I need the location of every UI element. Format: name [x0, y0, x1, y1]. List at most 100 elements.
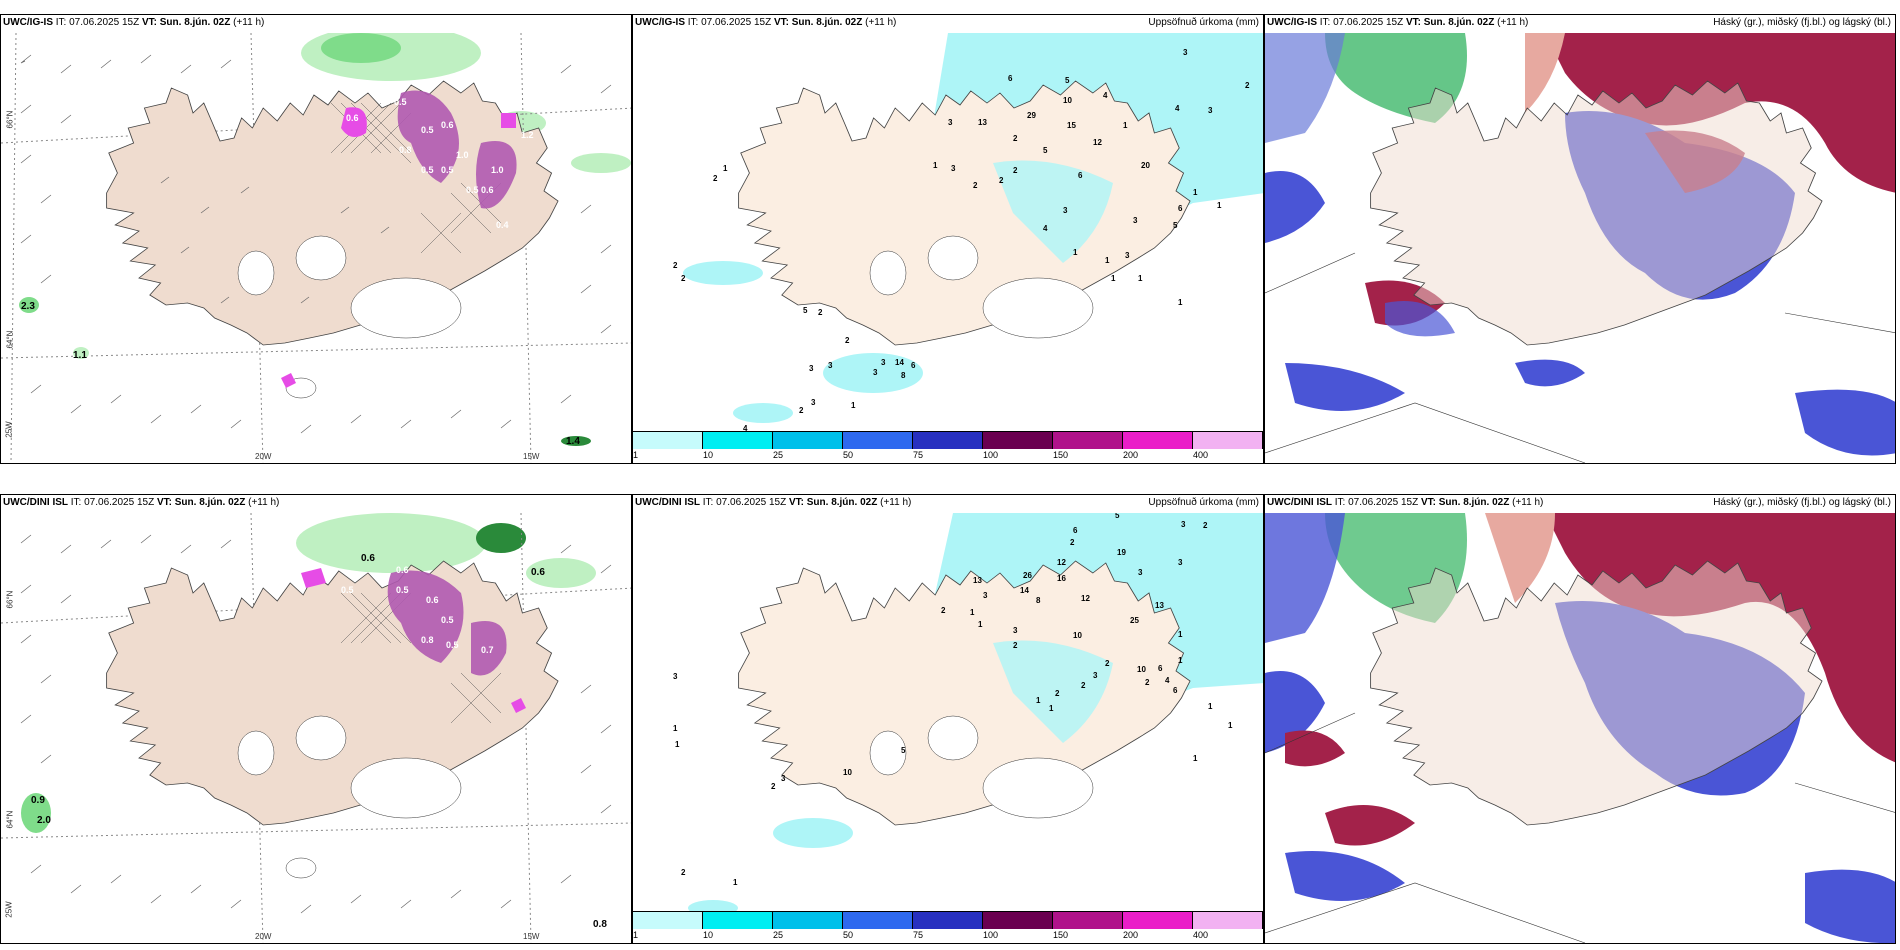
- colorbar-swatch: [1053, 431, 1123, 449]
- precip-label: 0.4: [496, 220, 509, 230]
- vt-label: VT:: [1420, 497, 1436, 508]
- panel-title: Uppsöfnuð úrkoma (mm): [1148, 497, 1259, 508]
- precip-label: 1: [1208, 702, 1213, 711]
- precip-label: 2: [941, 606, 946, 615]
- precip-label: 6: [1158, 664, 1163, 673]
- colorbar-tick: 50: [843, 930, 854, 940]
- it-value: 07.06.2025 15Z: [716, 497, 787, 508]
- precip-label: 3: [1013, 626, 1018, 635]
- lon-label: 15W: [523, 932, 540, 941]
- precip-label: 10: [1073, 631, 1082, 640]
- precip-label: 2: [845, 336, 850, 345]
- precip-label: 3: [673, 672, 678, 681]
- precip-label: 6: [1173, 686, 1178, 695]
- colorbar-swatch: [703, 911, 773, 929]
- precip-label: 2.0: [37, 815, 51, 826]
- it-label: IT:: [70, 497, 82, 508]
- lon-label: 20W: [255, 452, 272, 461]
- colorbar-swatch: [843, 431, 913, 449]
- model-name: UWC/DINI ISL: [1267, 497, 1332, 508]
- it-value: 07.06.2025 15Z: [69, 17, 140, 28]
- precip-label: 12: [1093, 138, 1102, 147]
- precip-label: 2: [681, 868, 686, 877]
- precip-label: 1: [1228, 721, 1233, 730]
- precip-label: 1: [1036, 696, 1041, 705]
- colorbar-tick: 400: [1193, 930, 1209, 940]
- colorbar-swatch: [913, 431, 983, 449]
- precip-label: 3: [1138, 568, 1143, 577]
- colorbar-swatch: [913, 911, 983, 929]
- precip-label: 5: [1065, 76, 1070, 85]
- colorbar-swatch: [633, 431, 703, 449]
- precip-label: 2: [1145, 678, 1150, 687]
- precip-label: 2: [1013, 166, 1018, 175]
- panel-header: UWC/IG-IS IT: 07.06.2025 15Z VT: Sun. 8.…: [3, 17, 264, 28]
- precip-label: 6: [1008, 74, 1013, 83]
- precip-label: 4: [1175, 104, 1180, 113]
- precip-label: 3: [1178, 558, 1183, 567]
- lon-label: 25W: [4, 901, 14, 918]
- model-name: UWC/IG-IS: [1267, 17, 1317, 28]
- colorbar-swatch: [1193, 911, 1263, 929]
- colorbar-swatch: [1193, 431, 1263, 449]
- precip-label: 1: [1178, 656, 1183, 665]
- panel-header: UWC/DINI ISL IT: 07.06.2025 15Z VT: Sun.…: [1267, 497, 1543, 508]
- lead-time: (+11 h): [865, 17, 897, 28]
- it-value: 07.06.2025 15Z: [1333, 17, 1404, 28]
- colorbar-tick: 100: [983, 930, 999, 940]
- vt-label: VT:: [788, 497, 804, 508]
- precip-label: 8: [901, 371, 906, 380]
- precip-label: 0.5: [441, 615, 454, 625]
- lon-label: 25W: [4, 421, 14, 438]
- colorbar: 1 10 25 50 75 100 150 200 400: [633, 431, 1263, 463]
- vt-label: VT:: [1405, 17, 1421, 28]
- colorbar-swatch: [983, 431, 1053, 449]
- colorbar-tick: 150: [1053, 450, 1069, 460]
- precip-label: 1: [723, 164, 728, 173]
- panel-bottom-left: UWC/DINI ISL IT: 07.06.2025 15Z VT: Sun.…: [0, 494, 632, 944]
- cloud-map: [1265, 33, 1895, 463]
- precip-label: 26: [1023, 571, 1032, 580]
- precip-label: 1: [1111, 274, 1116, 283]
- precip-label: 3: [983, 591, 988, 600]
- precip-label: 1.4: [566, 436, 580, 447]
- lead-time: (+11 h): [1497, 17, 1529, 28]
- precip-label: 0.6: [361, 553, 375, 564]
- model-name: UWC/IG-IS: [3, 17, 53, 28]
- colorbar-tick: 100: [983, 450, 999, 460]
- precip-label: 0.5: [446, 640, 459, 650]
- vt-label: VT:: [156, 497, 172, 508]
- precip-label: 3: [873, 368, 878, 377]
- precip-label: 2: [713, 174, 718, 183]
- colorbar-tick: 1: [633, 450, 639, 460]
- precip-label: 2: [1245, 81, 1250, 90]
- precip-label: 3: [951, 164, 956, 173]
- precip-label: 2: [799, 406, 804, 415]
- precip-label: 0.6: [481, 185, 494, 195]
- precip-label: 10: [1063, 96, 1072, 105]
- precip-label: 6: [1178, 204, 1183, 213]
- precip-label: 6: [911, 361, 916, 370]
- precip-label: 1: [1123, 121, 1128, 130]
- wind-precip-map: 0.5 0.9 1.2 1.0 0.6 0.5 0.6 1.0 0.5 0.5 …: [1, 33, 631, 463]
- colorbar-swatch: [1123, 911, 1193, 929]
- precip-label: 6: [1073, 526, 1078, 535]
- model-name: UWC/IG-IS: [635, 17, 685, 28]
- precip-label: 2: [1013, 641, 1018, 650]
- lead-time: (+11 h): [233, 17, 265, 28]
- precip-label: 1: [1178, 630, 1183, 639]
- precip-label: 12: [1081, 594, 1090, 603]
- colorbar-tick: 10: [703, 450, 714, 460]
- colorbar-tick: 1: [633, 930, 639, 940]
- colorbar-tick: 150: [1053, 930, 1069, 940]
- precip-label: 0.5: [421, 125, 434, 135]
- precip-label: 1: [851, 401, 856, 410]
- precip-label: 3: [1093, 671, 1098, 680]
- vt-label: VT:: [141, 17, 157, 28]
- colorbar-tick: 75: [913, 450, 924, 460]
- precip-label: 2: [771, 782, 776, 791]
- precip-label: 1: [978, 620, 983, 629]
- lead-time: (+11 h): [880, 497, 912, 508]
- precip-label: 4: [743, 424, 748, 433]
- panel-header: UWC/IG-IS IT: 07.06.2025 15Z VT: Sun. 8.…: [1267, 17, 1528, 28]
